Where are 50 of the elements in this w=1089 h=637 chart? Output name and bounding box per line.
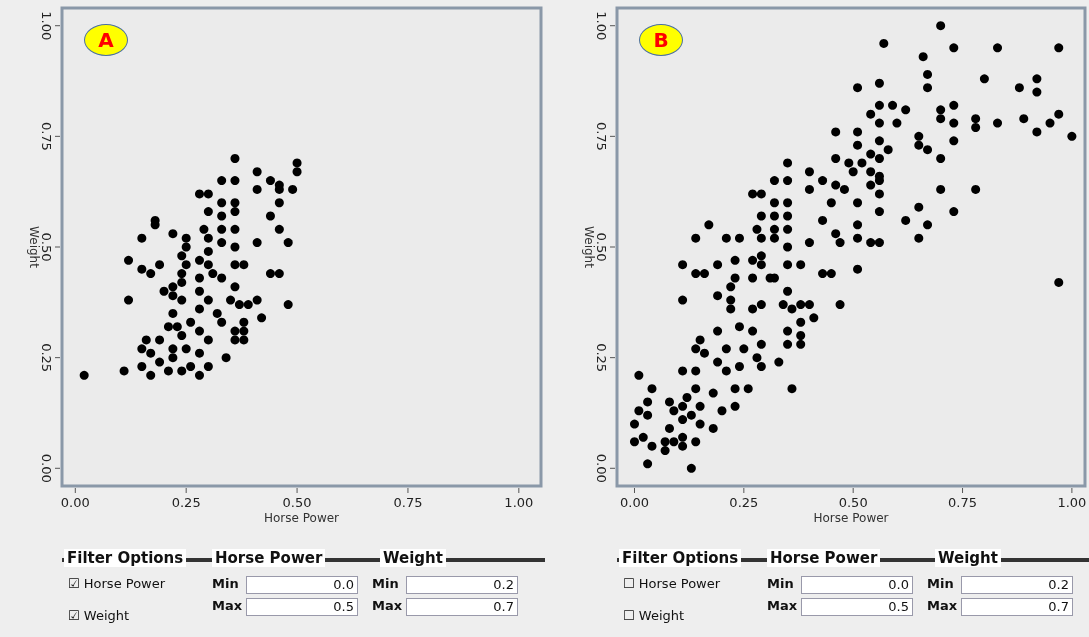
y-axis-title: Weight (582, 226, 596, 269)
y-tick-label: 1.00 (38, 11, 54, 41)
text: Max (927, 598, 958, 613)
text: ☐ Weight (623, 608, 685, 623)
text: Filter Options (64, 549, 187, 567)
text: 0.0 (246, 576, 358, 594)
text: Min (927, 576, 954, 591)
text: B (639, 24, 683, 56)
text: Min (767, 576, 794, 591)
y-tick-label: 0.25 (38, 343, 54, 373)
x-tick-label: 0.00 (60, 495, 90, 510)
x-tick-label: 0.50 (282, 495, 312, 510)
x-tick-label: 0.75 (393, 495, 423, 510)
y-tick-label: 0.00 (38, 453, 54, 483)
text: ☑ Weight (68, 608, 130, 623)
y-axis-title: Weight (27, 226, 41, 269)
x-tick-label: 0.25 (171, 495, 201, 510)
x-tick-label: 0.75 (948, 495, 978, 510)
x-tick-label: 0.00 (620, 495, 649, 510)
text: Horse Power (212, 549, 326, 567)
x-axis-title: Horse Power (263, 511, 340, 525)
x-tick-label: 0.50 (838, 495, 868, 510)
text: 0.5 (246, 598, 358, 616)
y-tick-label: 0.25 (593, 343, 609, 373)
text: Filter Options (619, 549, 742, 567)
x-tick-label: 1.00 (504, 495, 534, 510)
text: Min (212, 576, 239, 591)
text: Min (372, 576, 399, 591)
y-tick-label: 0.00 (593, 453, 609, 483)
text: Weight (380, 549, 446, 567)
text: Max (372, 598, 403, 613)
text: Horse Power (767, 549, 881, 567)
text: 0.7 (961, 598, 1073, 616)
text: Weight (935, 549, 1001, 567)
text: Max (767, 598, 798, 613)
text: 0.2 (406, 576, 518, 594)
text: ☐ Horse Power (623, 576, 721, 591)
text: 0.5 (801, 598, 913, 616)
x-axis-title: Horse Power (813, 511, 889, 525)
y-tick-label: 1.00 (593, 11, 609, 41)
text: 0.2 (961, 576, 1073, 594)
text: 0.7 (406, 598, 518, 616)
y-tick-label: 0.75 (593, 121, 609, 151)
text: A (84, 24, 128, 56)
x-tick-label: 0.25 (729, 495, 759, 510)
text: ☑ Horse Power (68, 576, 166, 591)
text: Max (212, 598, 243, 613)
y-tick-label: 0.75 (38, 121, 54, 151)
text: 0.0 (801, 576, 913, 594)
x-tick-label: 1.00 (1057, 495, 1087, 510)
